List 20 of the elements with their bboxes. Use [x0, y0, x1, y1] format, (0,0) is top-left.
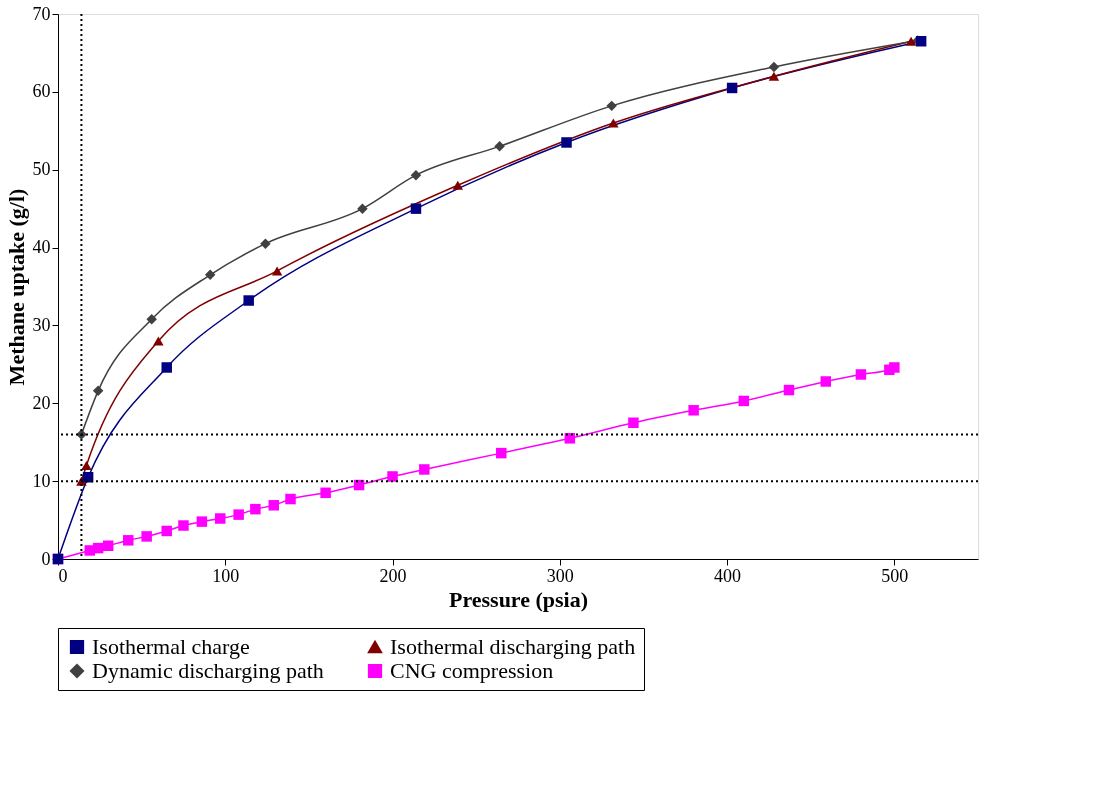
y-tick-label: 10: [32, 470, 51, 491]
y-tick-label: 0: [41, 548, 51, 569]
x-tick-label: 500: [881, 565, 909, 586]
x-tick-label: 0: [58, 565, 68, 586]
y-tick-label: 60: [32, 81, 51, 102]
x-tick-label: 100: [212, 565, 240, 586]
y-tick-label: 20: [32, 392, 51, 413]
legend-label: CNG compression: [390, 658, 554, 683]
y-tick-label: 50: [32, 159, 51, 180]
x-tick-label: 300: [546, 565, 574, 586]
legend-label: Isothermal charge: [92, 634, 250, 659]
y-axis-title: Methane uptake (g/l): [3, 188, 29, 386]
x-tick-label: 200: [379, 565, 407, 586]
legend-label: Dynamic discharging path: [92, 658, 324, 683]
x-tick-label: 400: [714, 565, 742, 586]
y-tick-label: 40: [32, 237, 51, 258]
y-tick-label: 30: [32, 314, 51, 335]
legend-label: Isothermal discharging path: [390, 634, 636, 659]
y-tick-label: 70: [32, 3, 51, 24]
x-axis-title: Pressure (psia): [448, 586, 589, 612]
